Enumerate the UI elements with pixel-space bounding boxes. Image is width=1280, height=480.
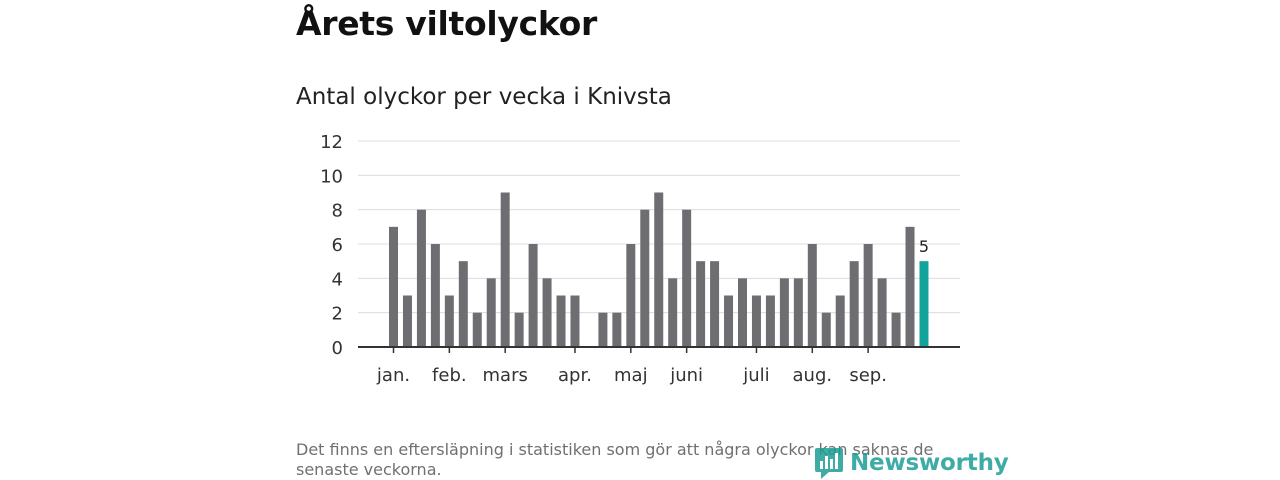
bar <box>472 312 482 347</box>
bar <box>444 295 454 347</box>
x-tick-label: sep. <box>849 365 887 386</box>
y-tick-label: 8 <box>332 201 343 222</box>
bar <box>765 295 775 347</box>
y-axis-ticks: 0 2 4 6 8 10 12 <box>320 132 343 359</box>
bar <box>430 244 440 347</box>
bar <box>500 192 510 347</box>
bar <box>528 244 538 347</box>
bar <box>779 278 789 347</box>
y-tick-label: 10 <box>320 166 343 187</box>
bar <box>821 312 831 347</box>
bar <box>654 192 664 347</box>
x-tick-label: apr. <box>558 365 592 386</box>
bar <box>724 295 734 347</box>
newsworthy-brand: Newsworthy <box>814 446 1009 480</box>
bar <box>835 295 845 347</box>
newsworthy-logo-icon <box>815 448 843 479</box>
x-tick-label: jan. <box>376 365 410 386</box>
y-tick-label: 4 <box>332 269 343 290</box>
chart-title: Antal olyckor per vecka i Knivsta <box>296 84 672 110</box>
bar <box>793 278 803 347</box>
bar <box>738 278 747 347</box>
bar-chart: 0 2 4 6 8 10 12 jan. feb. mars apr. maj juni juli aug… <box>320 132 960 386</box>
bar <box>682 209 692 347</box>
x-axis-ticks: jan. feb. mars apr. maj juni juli aug. sep. <box>376 347 887 386</box>
bar <box>710 261 720 347</box>
bar <box>389 226 398 347</box>
bar <box>849 261 859 347</box>
bar <box>612 312 622 347</box>
bar <box>640 209 650 347</box>
bar <box>626 244 636 347</box>
x-tick-label: juni <box>669 365 703 386</box>
x-tick-label: mars <box>483 365 528 386</box>
bar <box>416 209 426 347</box>
bar <box>891 312 901 347</box>
y-tick-label: 12 <box>320 132 343 153</box>
bar <box>877 278 887 347</box>
bar-highlight <box>919 261 929 347</box>
data-labels: 5 <box>919 237 929 256</box>
x-tick-label: juli <box>742 365 769 386</box>
brand-name: Newsworthy <box>850 450 1009 476</box>
bar <box>751 295 761 347</box>
bars <box>389 192 929 347</box>
y-tick-label: 0 <box>332 338 343 359</box>
bar <box>486 278 496 347</box>
x-tick-label: maj <box>614 365 648 386</box>
y-tick-label: 2 <box>332 304 343 325</box>
data-label-latest: 5 <box>919 237 929 256</box>
bar <box>905 226 915 347</box>
bar <box>696 261 706 347</box>
bar <box>570 295 580 347</box>
bar <box>668 278 678 347</box>
bar <box>556 295 566 347</box>
footnote: Det finns en eftersläpning i statistiken… <box>296 440 934 479</box>
y-tick-label: 6 <box>332 235 343 256</box>
page-title: Årets viltolyckor <box>296 4 597 43</box>
bar <box>863 244 873 347</box>
bar <box>402 295 412 347</box>
x-tick-label: aug. <box>793 365 833 386</box>
bar <box>807 244 817 347</box>
bar <box>542 278 552 347</box>
x-tick-label: feb. <box>432 365 467 386</box>
bar <box>514 312 524 347</box>
bar <box>458 261 468 347</box>
bar <box>598 312 608 347</box>
